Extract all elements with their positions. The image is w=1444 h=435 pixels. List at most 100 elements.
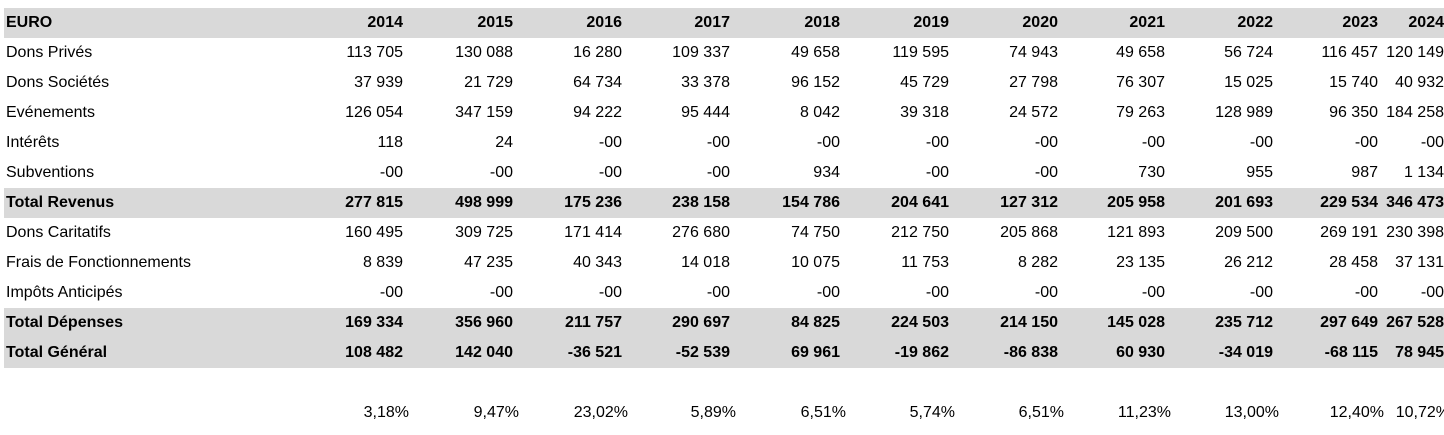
value-cell[interactable]: 21 729 [464,74,513,91]
value-cell[interactable]: 37 131 [1395,254,1444,271]
value-cell[interactable]: 204 641 [846,188,955,218]
year-header-cell[interactable]: 2014 [294,8,409,38]
percentage-cell[interactable]: 10,72% [1395,404,1444,421]
empty-cell[interactable] [294,368,409,398]
value-cell[interactable]: 74 750 [791,224,840,241]
value-cell[interactable]: -00 [1420,284,1444,301]
value-cell[interactable]: 45 729 [900,74,949,91]
value-cell[interactable]: -00 [598,134,622,151]
value-cell[interactable]: 69 961 [736,338,846,368]
value-cell[interactable]: 230 398 [1386,224,1444,241]
value-cell[interactable]: 37 939 [354,74,403,91]
value-cell[interactable]: 128 989 [1215,104,1273,121]
value-cell[interactable]: 356 960 [409,308,519,338]
value-cell[interactable]: -00 [1249,134,1273,151]
year-header-cell[interactable]: 2021 [1064,8,1171,38]
value-cell[interactable]: -00 [1354,134,1378,151]
value-cell[interactable]: 10 075 [791,254,840,271]
value-cell[interactable]: -00 [925,164,949,181]
year-header-cell[interactable]: 2022 [1171,8,1279,38]
value-cell[interactable]: -00 [379,284,403,301]
value-cell[interactable]: -34 019 [1171,338,1279,368]
value-cell[interactable]: 118 [377,134,403,151]
value-cell[interactable]: -00 [598,284,622,301]
value-cell[interactable]: 142 040 [409,338,519,368]
value-cell[interactable]: -00 [1141,134,1165,151]
value-cell[interactable]: 214 150 [955,308,1064,338]
row-label-cell[interactable]: Total Dépenses [4,308,294,338]
row-label-cell[interactable]: Dons Caritatifs [6,224,111,241]
value-cell[interactable]: 39 318 [900,104,949,121]
value-cell[interactable]: -00 [1034,164,1058,181]
value-cell[interactable]: 24 [495,134,513,151]
empty-cell[interactable] [1064,368,1171,398]
value-cell[interactable]: 290 697 [628,308,736,338]
empty-cell[interactable] [519,368,628,398]
row-label-cell[interactable]: Dons Sociétés [6,74,110,91]
value-cell[interactable]: -00 [1354,284,1378,301]
value-cell[interactable]: 109 337 [672,44,730,61]
empty-cell[interactable] [736,368,846,398]
empty-cell[interactable] [4,368,294,398]
value-cell[interactable]: 127 312 [955,188,1064,218]
row-label-cell[interactable]: Total Revenus [4,188,294,218]
row-label-cell[interactable]: Total Général [4,338,294,368]
value-cell[interactable]: 11 753 [901,254,949,271]
value-cell[interactable]: 28 458 [1329,254,1378,271]
percentage-cell[interactable]: 6,51% [800,404,846,421]
empty-cell[interactable] [4,398,294,428]
row-label-cell[interactable]: Evénements [6,104,95,121]
value-cell[interactable]: -00 [1420,134,1444,151]
value-cell[interactable]: 211 757 [519,308,628,338]
value-cell[interactable]: 16 280 [573,44,622,61]
value-cell[interactable]: -00 [1034,284,1058,301]
value-cell[interactable]: 212 750 [891,224,949,241]
year-header-cell[interactable]: 2024 [1384,8,1444,38]
year-header-cell[interactable]: 2017 [628,8,736,38]
value-cell[interactable]: 277 815 [294,188,409,218]
value-cell[interactable]: -00 [706,134,730,151]
row-label-cell[interactable]: Impôts Anticipés [6,284,123,301]
value-cell[interactable]: 209 500 [1215,224,1273,241]
value-cell[interactable]: 47 235 [464,254,513,271]
empty-cell[interactable] [628,368,736,398]
value-cell[interactable]: 121 893 [1107,224,1165,241]
value-cell[interactable]: 205 868 [1000,224,1058,241]
empty-cell[interactable] [955,368,1064,398]
value-cell[interactable]: 78 945 [1384,338,1444,368]
value-cell[interactable]: 730 [1138,164,1165,181]
value-cell[interactable]: 23 135 [1116,254,1165,271]
value-cell[interactable]: -00 [706,164,730,181]
percentage-cell[interactable]: 5,74% [909,404,955,421]
value-cell[interactable]: 498 999 [409,188,519,218]
row-label-cell[interactable]: Subventions [6,164,95,181]
value-cell[interactable]: 40 343 [573,254,622,271]
percentage-cell[interactable]: 6,51% [1018,404,1064,421]
empty-cell[interactable] [1171,368,1279,398]
value-cell[interactable]: 169 334 [294,308,409,338]
value-cell[interactable]: 346 473 [1384,188,1444,218]
value-cell[interactable]: 347 159 [455,104,513,121]
row-label-cell[interactable]: Intérêts [6,134,60,151]
value-cell[interactable]: -00 [1034,134,1058,151]
year-header-cell[interactable]: 2019 [846,8,955,38]
value-cell[interactable]: 24 572 [1009,104,1058,121]
value-cell[interactable]: -00 [1141,284,1165,301]
value-cell[interactable]: 238 158 [628,188,736,218]
empty-cell[interactable] [1384,368,1444,398]
value-cell[interactable]: 229 534 [1279,188,1384,218]
value-cell[interactable]: 269 191 [1320,224,1378,241]
value-cell[interactable]: 145 028 [1064,308,1171,338]
value-cell[interactable]: 27 798 [1009,74,1058,91]
empty-cell[interactable] [409,368,519,398]
value-cell[interactable]: -36 521 [519,338,628,368]
percentage-cell[interactable]: 5,89% [690,404,736,421]
value-cell[interactable]: 96 152 [791,74,840,91]
value-cell[interactable]: 49 658 [1116,44,1165,61]
value-cell[interactable]: 201 693 [1171,188,1279,218]
empty-cell[interactable] [846,368,955,398]
empty-cell[interactable] [1279,368,1384,398]
value-cell[interactable]: 934 [813,164,840,181]
value-cell[interactable]: 40 932 [1395,74,1444,91]
value-cell[interactable]: 160 495 [345,224,403,241]
